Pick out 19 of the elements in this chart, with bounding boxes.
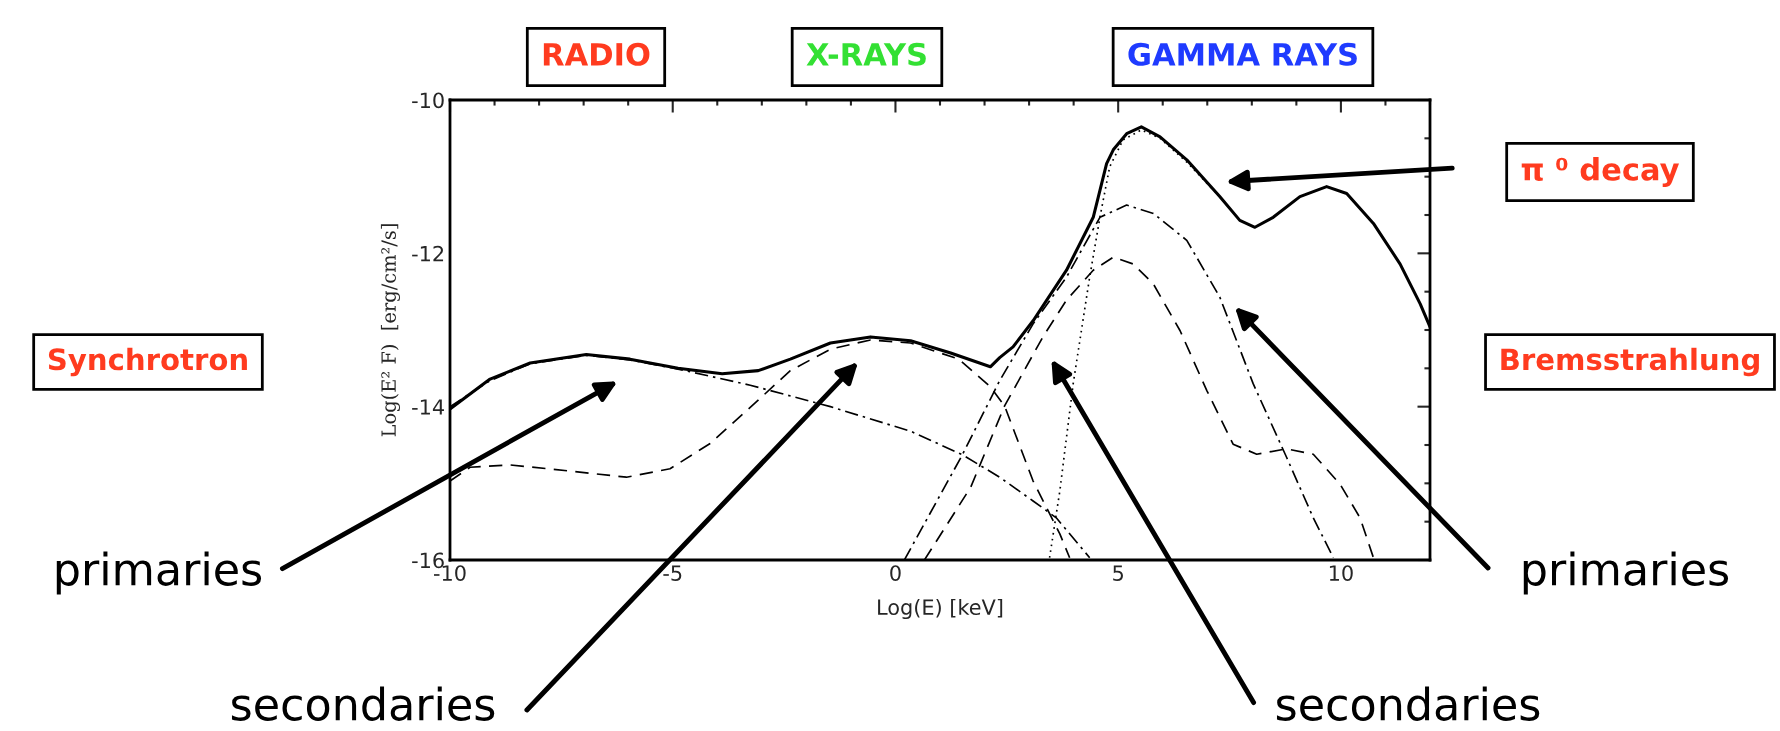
y-tick-label: -10	[412, 92, 444, 109]
x-tick-label: -5	[663, 565, 682, 581]
y-tick-label: -14	[412, 399, 444, 415]
text: π ⁰ decay	[1521, 157, 1679, 187]
text: Bremsstrahlung	[1501, 347, 1759, 377]
text: GAMMA RAYS	[1128, 42, 1357, 66]
text: secondaries	[1276, 686, 1540, 721]
text: RADIO	[543, 42, 650, 66]
x-tick-label: 10	[1329, 565, 1353, 581]
y-tick-label: -12	[412, 245, 444, 262]
text: Synchrotron	[48, 347, 247, 377]
x-tick-label: 5	[1113, 565, 1123, 581]
y-axis-title: Log(E² F) [erg/cm²/s]	[380, 224, 400, 437]
text: primaries	[56, 551, 262, 595]
x-axis-title: Log(E) [keV]	[878, 598, 1003, 620]
text: primaries	[1523, 551, 1729, 595]
text: X-RAYS	[806, 42, 926, 66]
text: secondaries	[231, 686, 495, 721]
x-tick-label: 0	[890, 565, 901, 581]
